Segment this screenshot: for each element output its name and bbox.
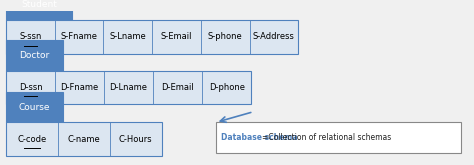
- Text: C-code: C-code: [18, 135, 46, 144]
- Text: Doctor: Doctor: [19, 51, 49, 60]
- FancyBboxPatch shape: [6, 40, 63, 70]
- Text: D-phone: D-phone: [209, 83, 245, 92]
- Text: D-Fname: D-Fname: [61, 83, 99, 92]
- FancyBboxPatch shape: [6, 122, 162, 156]
- FancyBboxPatch shape: [6, 20, 298, 54]
- Text: D-Lname: D-Lname: [109, 83, 147, 92]
- Text: S-Fname: S-Fname: [61, 32, 98, 41]
- Text: S-Email: S-Email: [161, 32, 192, 41]
- Text: C-Hours: C-Hours: [119, 135, 153, 144]
- FancyBboxPatch shape: [6, 0, 72, 20]
- Text: S-Lname: S-Lname: [109, 32, 146, 41]
- FancyBboxPatch shape: [216, 122, 461, 153]
- Text: D-Email: D-Email: [161, 83, 194, 92]
- Text: S-ssn: S-ssn: [19, 32, 42, 41]
- FancyBboxPatch shape: [6, 70, 251, 104]
- Text: S-phone: S-phone: [208, 32, 243, 41]
- Text: D-ssn: D-ssn: [19, 83, 42, 92]
- Text: C-name: C-name: [67, 135, 100, 144]
- Text: Course: Course: [18, 103, 50, 112]
- Text: Database schema: Database schema: [221, 133, 298, 142]
- Text: S-Address: S-Address: [253, 32, 295, 41]
- Text: =Collection of relational schemas: =Collection of relational schemas: [262, 133, 392, 142]
- FancyBboxPatch shape: [6, 92, 63, 122]
- Text: Student: Student: [21, 0, 57, 9]
